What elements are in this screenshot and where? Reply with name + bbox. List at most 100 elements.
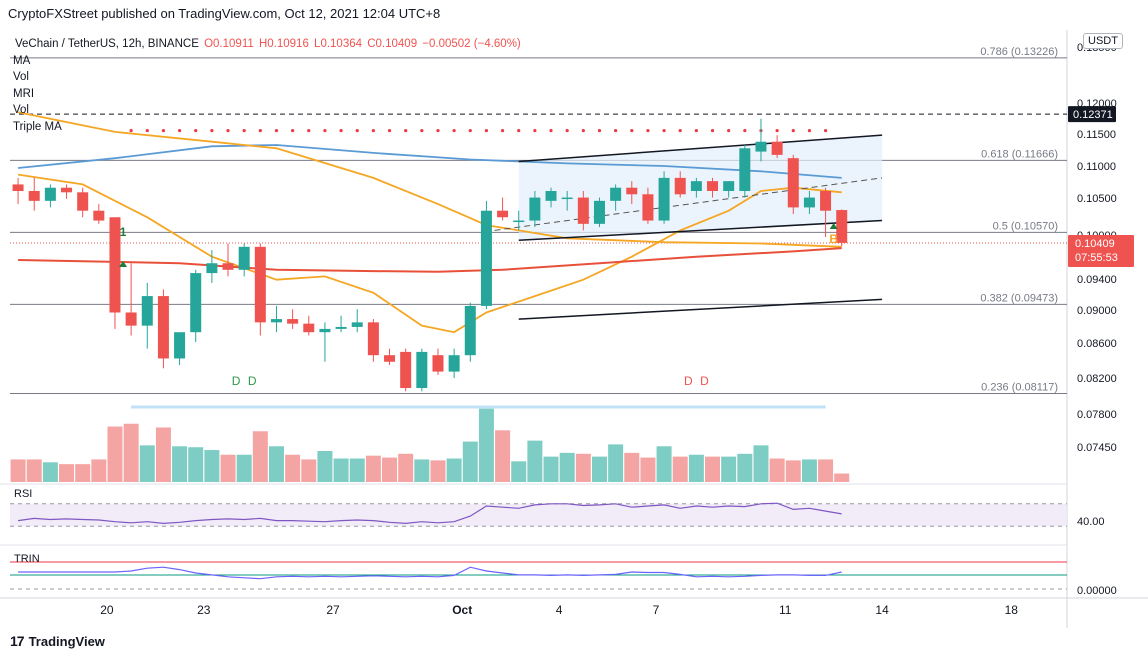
price-tick-label: 0.10500 [1077,193,1117,205]
candle-body [577,197,589,224]
volume-bar [268,446,284,482]
candle-body [561,197,573,200]
candle-body [206,263,218,274]
candle-body [626,187,638,195]
indicator-vol-2[interactable]: Vol [13,104,29,116]
signal-dot [161,128,166,133]
candle-body [287,319,299,324]
candle-body [174,332,186,359]
signal-dot [517,128,521,133]
candle-body [44,187,56,201]
signal-dot [355,128,359,133]
volume-bar [591,456,607,482]
candle-body [513,220,525,223]
indicator-vol[interactable]: Vol [13,71,29,83]
close-value: C0.10409 [367,38,418,50]
candle-body [270,319,282,323]
trin-label: TRIN [14,553,40,565]
candle-body [157,296,169,359]
volume-bar [543,456,559,482]
time-tick-label: 20 [100,603,114,617]
indicator-triple-ma[interactable]: Triple MA [13,120,62,133]
volume-bar [382,457,398,482]
candle-body [384,355,396,362]
indicator-ma[interactable]: MA [13,54,31,67]
signal-dot [339,128,343,133]
volume-bar [285,454,301,482]
signal-dot [145,128,149,133]
signal-dot [129,128,133,133]
volume-bar [301,459,317,482]
signal-dot [323,128,327,133]
volume-bar [317,450,333,482]
low-value: L0.10364 [314,38,363,50]
price-tick-label: 0.08600 [1077,338,1117,350]
volume-bar [785,460,801,482]
candle-body [319,328,331,333]
time-tick-label: 18 [1005,603,1019,617]
time-tick-label: 11 [779,603,792,617]
volume-bar [204,450,220,482]
candle-body [593,200,605,224]
divergence-marker: D [700,374,709,388]
volume-bar [172,446,188,482]
volume-bar [737,453,753,482]
volume-bar [91,459,107,482]
divergence-marker: D [248,374,257,388]
volume-bar [511,461,527,482]
volume-bar [220,454,236,482]
candle-body [367,322,379,356]
tradingview-logo-icon: 17 [10,633,25,649]
candle-body [755,141,767,152]
volume-bar [236,454,252,482]
price-tick-label: 0.07450 [1077,442,1117,454]
volume-bar [75,464,91,482]
fib-level-label: 0.236 (0.08117) [981,381,1058,393]
price-tick-label: 0.07800 [1077,409,1117,421]
volume-bar [462,441,478,482]
candle-body [125,312,137,326]
channel-midline [494,177,883,231]
signal-dot [710,128,715,133]
candle-body [464,305,476,356]
candle-body [109,217,121,313]
rsi-tick: 40.00 [1077,516,1105,528]
candle-body [545,190,557,201]
candle-body [690,181,702,191]
trin-line [18,566,842,580]
candle-body [351,322,363,327]
chart-legend: VeChain / TetherUS, 12h, BINANCE O0.1091… [13,36,521,135]
volume-bar [333,458,349,482]
symbol-title[interactable]: VeChain / TetherUS, 12h, BINANCE [15,38,199,50]
volume-bar [430,460,446,482]
candle-body [836,210,848,243]
candle-body [400,351,412,389]
indicator-mri[interactable]: MRI [13,87,35,100]
rsi-line [18,502,842,525]
volume-bar [26,459,42,482]
signal-dot [436,128,440,133]
price-tick-label: 0.09000 [1077,305,1117,317]
currency-button[interactable]: USDT [1083,33,1123,49]
buy-signal-label: B [829,232,838,246]
signal-dot [177,128,182,133]
fib-level-label: 0.5 (0.10570) [993,220,1058,232]
volume-bar [107,426,123,482]
tradingview-footer[interactable]: 17 TradingView [10,633,105,649]
signal-dot [226,128,230,133]
signal-dot [662,128,666,133]
candle-body [416,351,428,389]
time-axis: 20 23 27 Oct 4 7 11 14 18 [100,603,1018,617]
rsi-label: RSI [14,488,32,500]
candle-body [254,246,266,323]
signal-dot [387,128,392,133]
candle-body [222,263,234,270]
signal-dot [678,128,682,133]
volume-bar [398,453,414,482]
signal-dot [307,128,311,133]
signal-dot [291,128,295,133]
price-pane: 0.786 (0.13226) 0.618 (0.11666) 0.5 (0.105… [10,46,1067,394]
price-axis: 0.135000.120000.115000.110000.105000.100… [1068,42,1134,454]
